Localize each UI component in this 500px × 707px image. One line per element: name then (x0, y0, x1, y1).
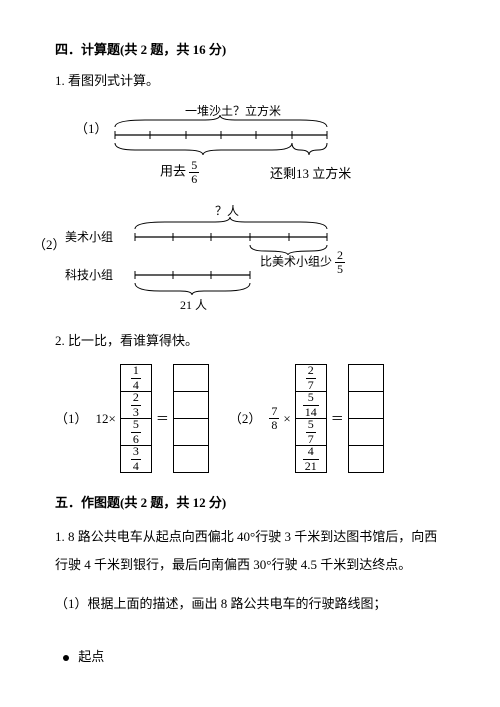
d2-prefix: （2） (33, 233, 66, 256)
q1-label: 1. 看图列式计算。 (55, 69, 450, 92)
section5-title: 五．作图题(共 2 题，共 12 分) (55, 491, 450, 514)
q2r-mult-frac: 78 (269, 405, 279, 432)
d2-top: ？人 (215, 204, 239, 218)
diagram-1: 一堆沙土？立方米 （1） 用去 56 还剩13 立方米 (65, 105, 450, 187)
q2r-in: 27 514 57 421 (295, 364, 327, 473)
d2-comp-pre: 比美术小组少 (260, 254, 332, 268)
q2r-prefix: （2） (229, 407, 262, 430)
q2l-eq: ＝ (156, 407, 169, 430)
q2l-out (173, 364, 209, 473)
d1-left-frac: 56 (189, 159, 199, 186)
origin-marker: 起点 (63, 645, 450, 668)
section4-title: 四．计算题(共 2 题，共 16 分) (55, 38, 450, 61)
d2-bottom: 21 人 (180, 298, 207, 312)
q2l-prefix: （1） (55, 407, 88, 430)
origin-label: 起点 (78, 649, 104, 664)
q2r-eq: ＝ (331, 407, 344, 430)
d1-prefix: （1） (75, 117, 108, 140)
d2-row1-label: 美术小组 (65, 230, 113, 244)
d2-comp-frac: 25 (335, 249, 345, 276)
q2l-in: 14 23 56 34 (120, 364, 152, 473)
s5-q1-sub: （1）根据上面的描述，画出 8 路公共电车的行驶路线图； (55, 592, 450, 615)
d2-row2-label: 科技小组 (65, 268, 113, 282)
d1-left-pre: 用去 (160, 163, 186, 178)
dot-icon (63, 655, 69, 661)
d1-top: 一堆沙土？立方米 (185, 105, 281, 118)
d1-right: 还剩13 立方米 (270, 162, 351, 185)
q2r-times: × (283, 407, 290, 430)
diagram-2: ？人 美术小组 科技小组 21 人 （2） (65, 203, 450, 313)
q2l-mult: 12× (96, 407, 116, 430)
q2-tables: （1） 12× 14 23 56 34 ＝ （2） 78 × 27 514 57… (55, 364, 450, 473)
q2r-out (348, 364, 384, 473)
q2-label: 2. 比一比，看谁算得快。 (55, 329, 450, 352)
s5-q1-para: 1. 8 路公共电车从起点向西偏北 40°行驶 3 千米到达图书馆后，向西行驶 … (55, 523, 450, 580)
